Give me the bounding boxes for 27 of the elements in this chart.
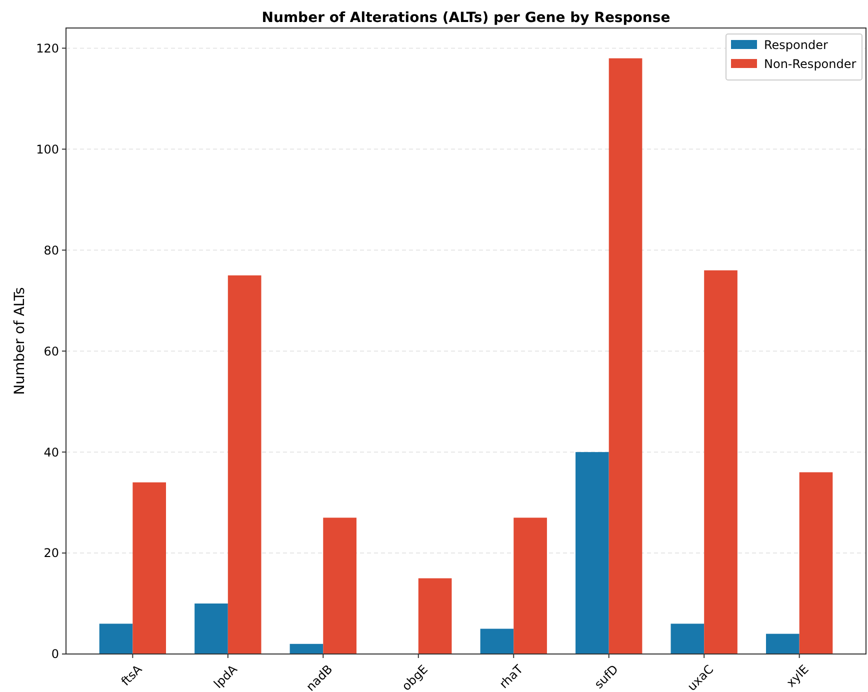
y-tick-label: 0 — [51, 647, 59, 662]
bar — [323, 518, 356, 654]
bar — [608, 58, 642, 654]
bar — [194, 604, 228, 654]
bar — [799, 472, 833, 654]
bar — [418, 578, 452, 654]
bar — [514, 518, 547, 654]
legend-label: Responder — [764, 38, 828, 52]
bar — [290, 644, 324, 654]
chart-title: Number of Alterations (ALTs) per Gene by Response — [262, 10, 670, 26]
y-tick-label: 120 — [36, 41, 59, 56]
y-tick-label: 60 — [44, 344, 59, 358]
bar — [704, 270, 738, 654]
y-axis-title: Number of ALTs — [12, 287, 28, 395]
x-tick-label: ftsA — [118, 662, 146, 688]
bar — [228, 275, 262, 654]
bar — [480, 628, 514, 654]
bar — [766, 634, 800, 654]
legend-label: Non-Responder — [764, 57, 856, 72]
y-tick-label: 20 — [44, 546, 59, 560]
bar — [132, 482, 166, 654]
y-tick-label: 40 — [44, 445, 59, 460]
y-tick-label: 100 — [36, 142, 59, 156]
y-tick-label: 80 — [44, 243, 59, 258]
bar — [670, 624, 704, 654]
bar — [576, 452, 609, 654]
bar — [99, 624, 133, 654]
